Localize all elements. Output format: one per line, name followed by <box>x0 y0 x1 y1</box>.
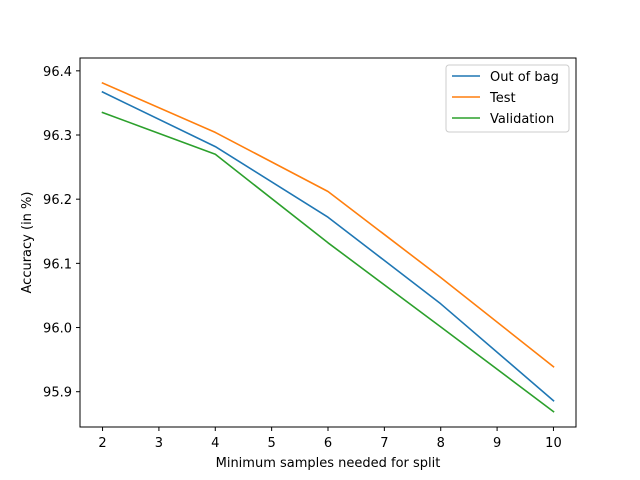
x-tick-label: 7 <box>380 436 388 451</box>
x-axis-label: Minimum samples needed for split <box>216 456 441 471</box>
legend-label: Validation <box>490 112 554 127</box>
series-line-0 <box>101 90 555 402</box>
y-axis-label: Accuracy (in %) <box>20 192 35 294</box>
series-line-2 <box>101 111 555 413</box>
y-tick-label: 96.4 <box>43 65 72 80</box>
x-tick-label: 4 <box>211 436 219 451</box>
x-tick-label: 2 <box>98 436 106 451</box>
x-tick-label: 10 <box>545 436 562 451</box>
x-tick-label: 8 <box>437 436 445 451</box>
y-tick-label: 95.9 <box>43 386 72 401</box>
x-tick-label: 6 <box>324 436 332 451</box>
y-tick-label: 96.2 <box>43 193 72 208</box>
legend-label: Out of bag <box>490 70 559 85</box>
series-line-1 <box>101 81 555 368</box>
y-tick-label: 96.0 <box>43 322 72 337</box>
x-tick-label: 5 <box>267 436 275 451</box>
x-axis: 2 3 4 5 6 7 8 9 10 <box>98 427 562 451</box>
series-layer <box>101 81 555 413</box>
legend: Out of bag Test Validation <box>445 64 570 133</box>
y-tick-label: 96.3 <box>43 129 72 144</box>
legend-box <box>445 64 570 133</box>
legend-label: Test <box>489 91 516 106</box>
y-axis: 95.9 96.0 96.1 96.2 96.3 96.4 <box>43 65 80 401</box>
y-tick-label: 96.1 <box>43 257 72 272</box>
x-tick-label: 9 <box>493 436 501 451</box>
x-tick-label: 3 <box>155 436 163 451</box>
